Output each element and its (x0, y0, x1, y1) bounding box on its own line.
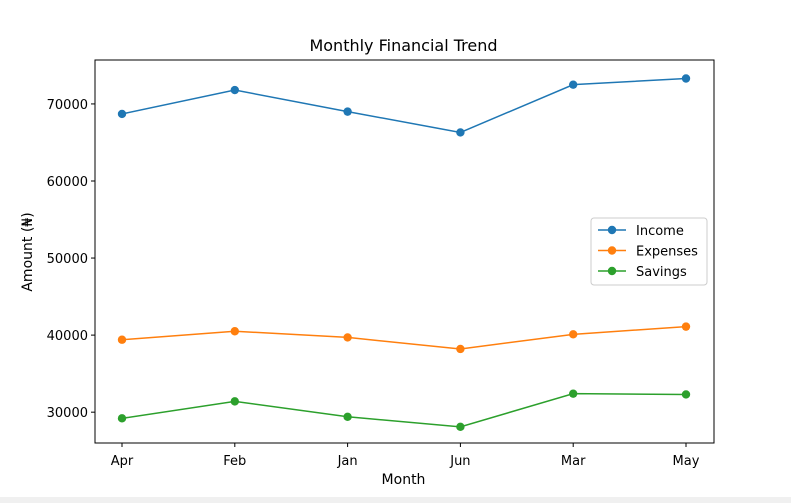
data-point-income (230, 85, 239, 95)
series-line-expenses (121, 325, 687, 350)
data-point-savings (230, 397, 239, 406)
y-tick-label: 50000 (47, 252, 88, 267)
legend-label: Expenses (636, 245, 698, 260)
legend-marker (607, 266, 617, 276)
x-tick-label: Apr (111, 454, 134, 469)
data-point-income (343, 107, 352, 116)
y-axis-label: Amount (₦) (20, 212, 36, 291)
plot-area: Apr Feb Jan Jun Mar May 30000 40000 50000 60000 70… (47, 59, 715, 469)
data-point-expenses (343, 333, 352, 342)
y-tick-label: 40000 (47, 329, 88, 344)
series-line-savings (121, 392, 687, 428)
x-tick-label: Jan (337, 454, 358, 469)
x-tick-label: Jun (449, 454, 470, 469)
plot-frame (94, 59, 715, 444)
legend-label: Savings (636, 265, 687, 280)
x-tick-label: Feb (223, 454, 246, 469)
legend-box (590, 217, 708, 286)
legend-label: Income (636, 224, 684, 239)
data-point-income (569, 80, 578, 89)
data-point-income (681, 74, 691, 83)
data-point-expenses (569, 330, 578, 339)
x-axis-label: Month (382, 472, 426, 488)
y-tick-label: 60000 (47, 175, 88, 190)
data-point-income (117, 109, 127, 119)
data-point-expenses (456, 344, 465, 354)
data-point-expenses (230, 327, 239, 336)
data-point-savings (117, 414, 127, 423)
data-point-savings (569, 389, 578, 398)
data-point-savings (343, 412, 352, 421)
legend-marker (607, 225, 617, 235)
chart-title: Monthly Financial Trend (309, 36, 497, 55)
series-line-income (121, 77, 687, 134)
data-point-expenses (117, 335, 127, 344)
legend-marker (607, 246, 617, 255)
legend: Income Expenses Savings (590, 217, 708, 286)
x-tick-label: Mar (561, 454, 586, 469)
y-tick-label: 70000 (47, 98, 88, 113)
data-point-savings (681, 390, 691, 399)
data-point-income (456, 128, 465, 137)
x-tick-label: May (673, 454, 700, 469)
y-tick-label: 30000 (47, 406, 88, 421)
window-bottom-strip (0, 497, 791, 503)
data-point-expenses (681, 322, 691, 331)
data-point-savings (456, 422, 465, 432)
